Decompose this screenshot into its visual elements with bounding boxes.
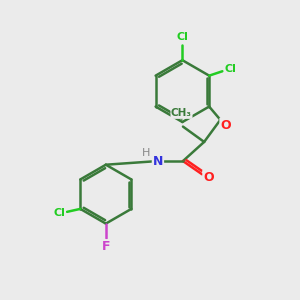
Text: F: F	[102, 240, 110, 253]
Text: N: N	[153, 154, 163, 167]
Text: CH₃: CH₃	[171, 108, 192, 118]
Text: O: O	[203, 171, 214, 184]
Text: Cl: Cl	[225, 64, 237, 74]
Text: Cl: Cl	[53, 208, 65, 218]
Text: O: O	[220, 118, 231, 132]
Text: H: H	[141, 148, 150, 158]
Text: Cl: Cl	[176, 32, 188, 42]
